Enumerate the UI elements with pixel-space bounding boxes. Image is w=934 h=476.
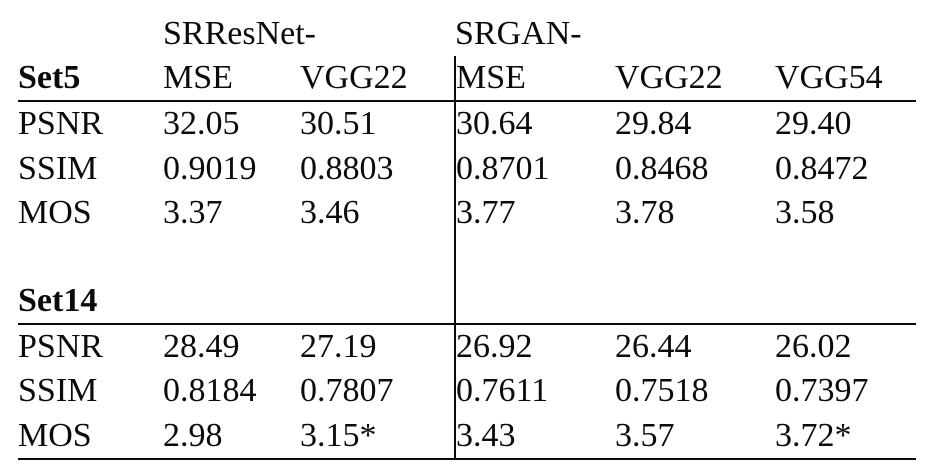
empty-cell: [775, 278, 916, 326]
table-cell: 0.7518: [615, 372, 709, 410]
table-cell: 0.8184: [163, 372, 257, 410]
table-cell: 29.84: [615, 105, 692, 143]
empty-cell: [454, 278, 615, 326]
table-cell: 3.77: [454, 190, 615, 235]
table-cell: 32.05: [163, 105, 240, 143]
table-cell: 0.8468: [615, 149, 709, 187]
table-row: MOS 2.98 3.15* 3.43 3.57 3.72*: [18, 413, 916, 460]
table-cell: 3.72*: [775, 413, 916, 460]
table-cell: 3.15*: [300, 413, 455, 460]
group-header-srresnet: SRResNet-: [163, 15, 316, 52]
table-cell: 0.7397: [775, 372, 869, 410]
table-cell: 3.58: [775, 193, 835, 231]
table-cell: 26.02: [775, 328, 852, 366]
table-cell: 3.37: [163, 193, 223, 231]
table-cell: 0.7807: [300, 372, 394, 410]
row-label-psnr: PSNR: [18, 105, 104, 143]
empty-cell: [163, 278, 300, 326]
empty-cell: [775, 235, 916, 279]
table-cell: 30.51: [300, 105, 377, 143]
table-row: MOS 3.37 3.46 3.77 3.78 3.58: [18, 190, 916, 235]
row-label-ssim: SSIM: [18, 149, 98, 187]
column-header-vgg22: VGG22: [300, 56, 455, 103]
row-label-ssim: SSIM: [18, 372, 98, 410]
column-header-vgg54: VGG54: [775, 56, 916, 103]
empty-cell: [300, 235, 455, 279]
table-cell: 28.49: [163, 328, 240, 366]
table-cell: 3.46: [300, 193, 360, 231]
table-row: PSNR 32.05 30.51 30.64 29.84 29.40: [18, 101, 916, 147]
table-cell: 2.98: [163, 413, 300, 460]
spacer-row: [18, 234, 916, 279]
row-label-mos: MOS: [18, 413, 163, 460]
table-cell: 3.57: [615, 413, 775, 460]
empty-cell: [18, 235, 163, 279]
empty-cell: [300, 278, 455, 326]
empty-cell: [454, 234, 615, 279]
table-cell: 0.9019: [163, 149, 257, 187]
table-row: SSIM 0.9019 0.8803 0.8701 0.8468 0.8472: [18, 146, 916, 191]
empty-cell: [615, 235, 775, 279]
table-row: PSNR 28.49 27.19 26.92 26.44 26.02: [18, 324, 916, 370]
table-cell: 29.40: [775, 105, 852, 143]
table-cell: 26.92: [454, 324, 615, 370]
empty-cell: [18, 12, 163, 56]
table-cell: 26.44: [615, 328, 692, 366]
row-label-psnr: PSNR: [18, 328, 104, 366]
column-header-row: Set5 MSE VGG22 MSE VGG22 VGG54: [18, 56, 916, 103]
column-header-mse: MSE: [454, 56, 615, 103]
table-cell: 30.64: [454, 101, 615, 147]
table-cell: 0.8803: [300, 149, 394, 187]
set14-header-row: Set14: [18, 278, 916, 326]
group-header-row: SRResNet- SRGAN-: [18, 12, 916, 56]
table-cell: 3.43: [454, 413, 615, 460]
table-cell: 27.19: [300, 328, 377, 366]
group-header-srgan: SRGAN-: [455, 15, 582, 52]
empty-cell: [163, 235, 300, 279]
results-table: SRResNet- SRGAN- Set5 MSE VGG22 MSE VGG2…: [18, 12, 916, 460]
empty-cell: [615, 278, 775, 326]
table-row: SSIM 0.8184 0.7807 0.7611 0.7518 0.7397: [18, 369, 916, 414]
column-header-mse: MSE: [163, 56, 300, 103]
table-cell: 0.7611: [454, 369, 615, 414]
row-label-mos: MOS: [18, 193, 92, 231]
table-cell: 0.8472: [775, 149, 869, 187]
set5-label: Set5: [18, 56, 163, 103]
set14-label: Set14: [18, 278, 163, 326]
table-cell: 3.78: [615, 193, 675, 231]
table-cell: 0.8701: [454, 146, 615, 191]
column-header-vgg22: VGG22: [615, 56, 775, 103]
